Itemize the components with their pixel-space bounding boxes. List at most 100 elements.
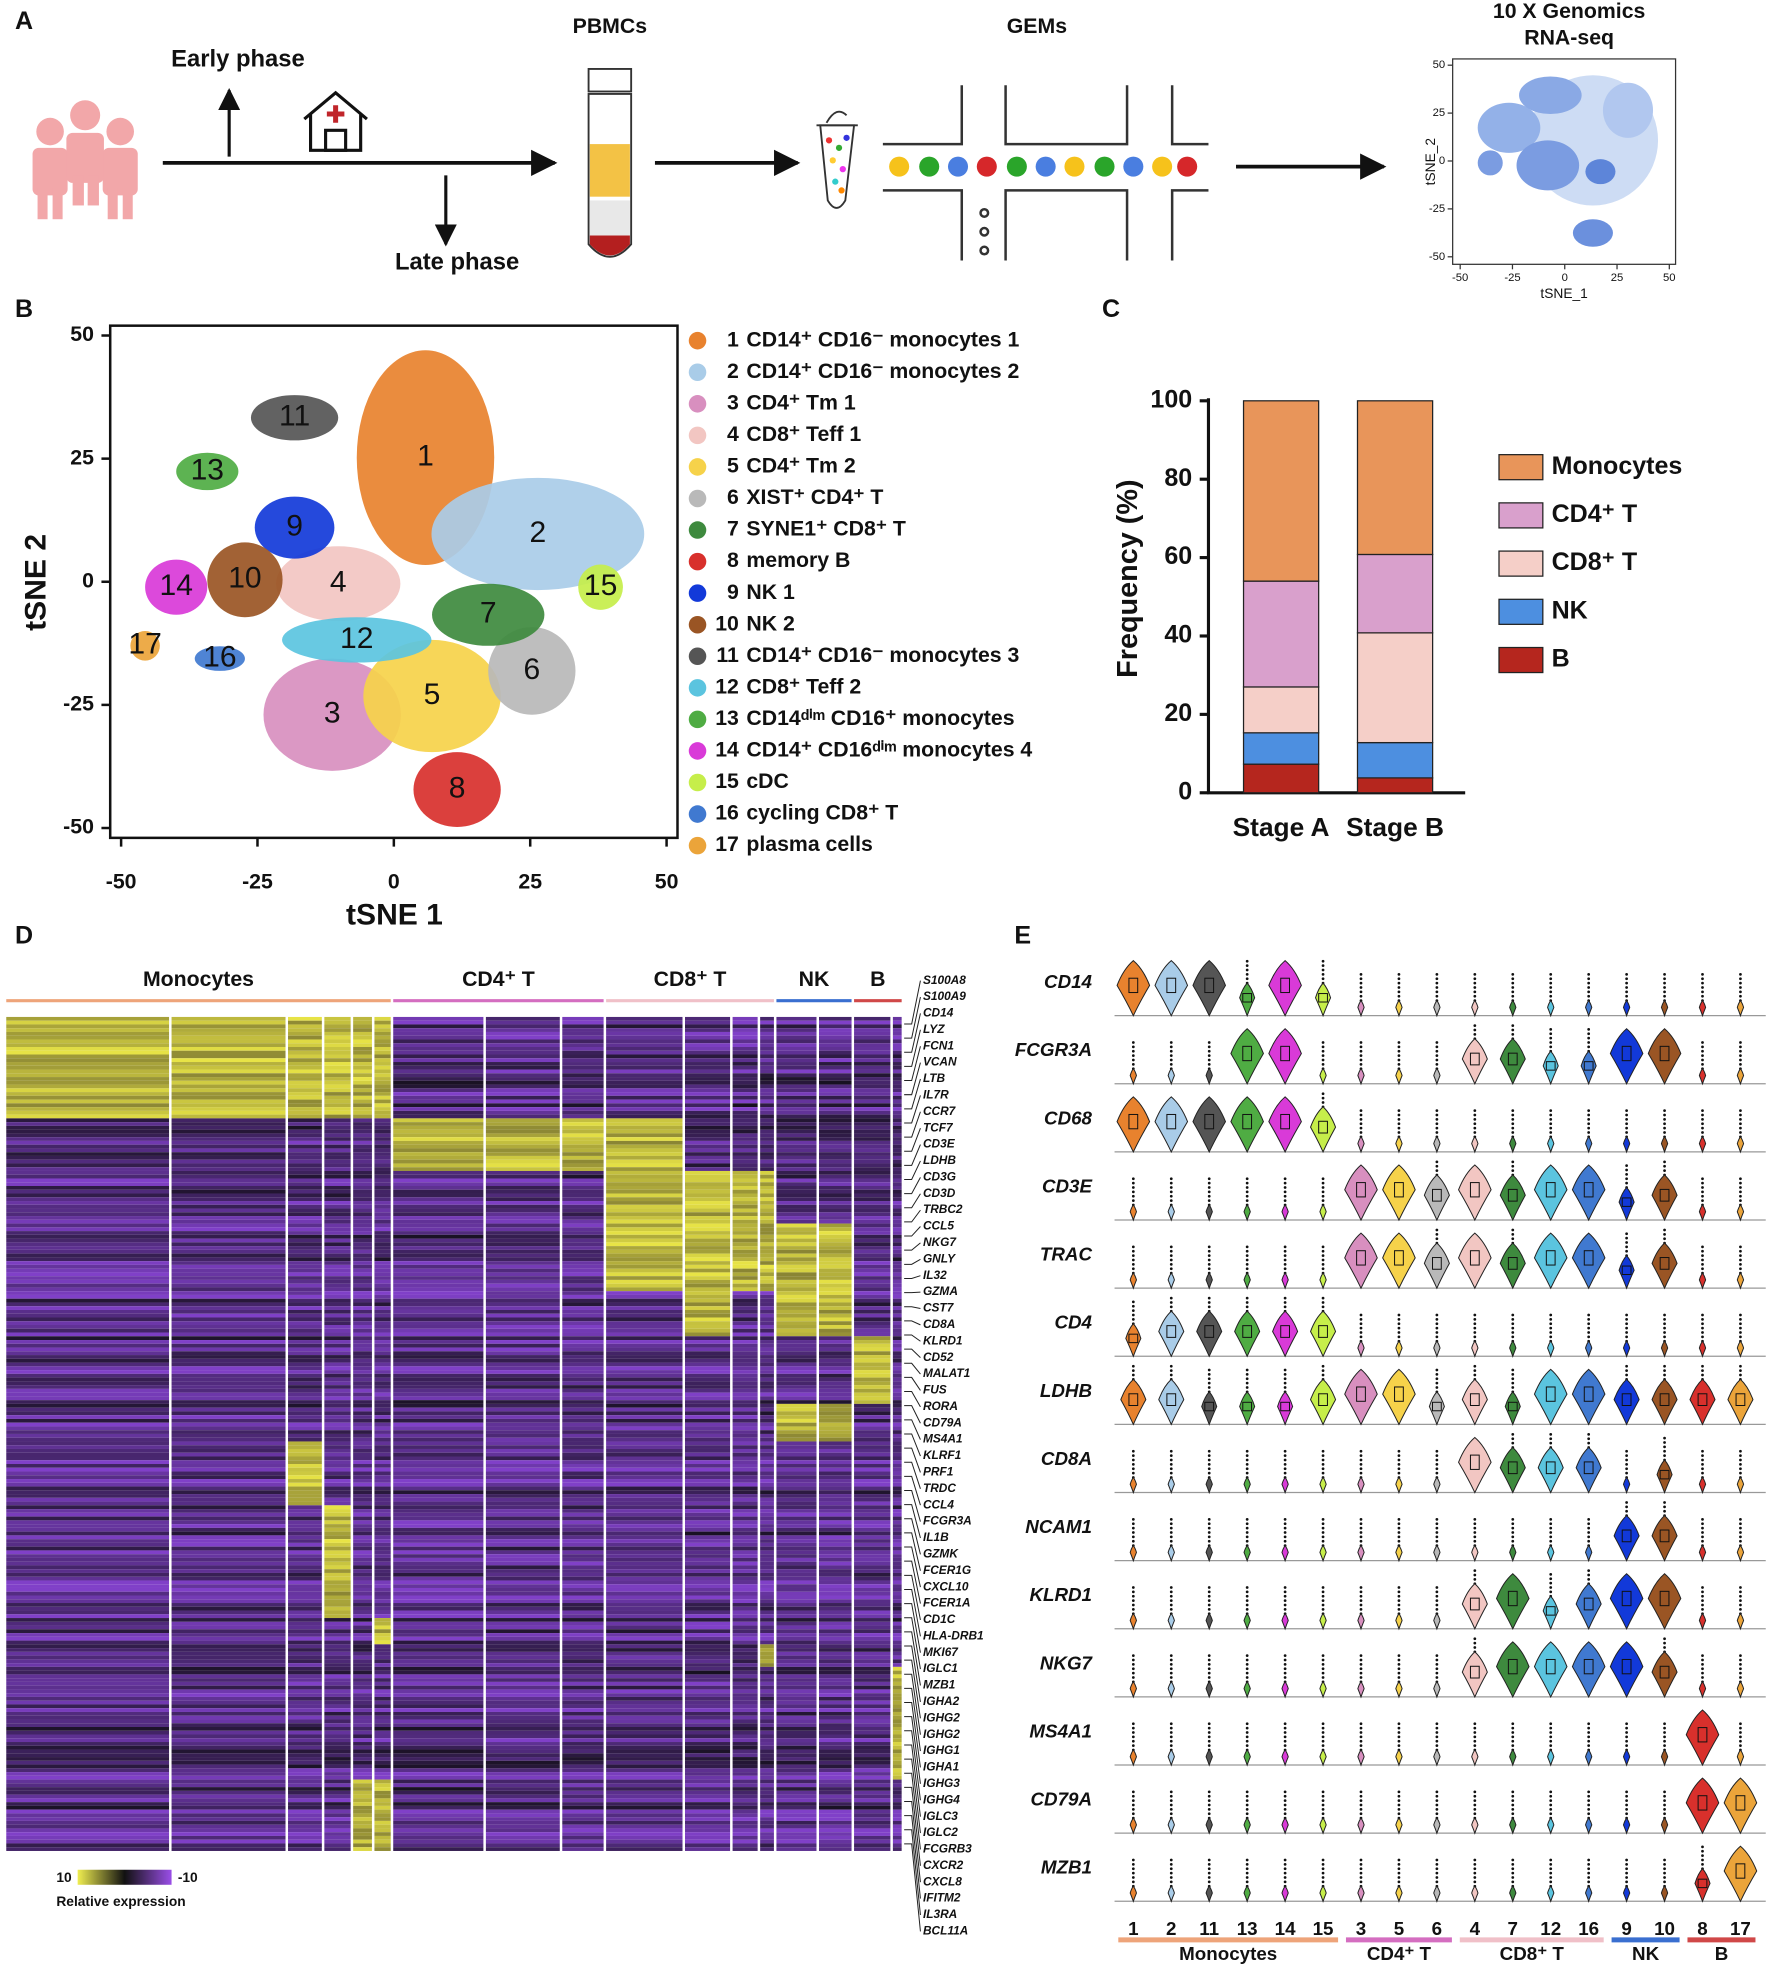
heatmap-cell	[324, 1336, 351, 1341]
heatmap-cell	[171, 1663, 286, 1667]
heatmap-cell	[760, 1362, 774, 1367]
heatmap-cell	[892, 1527, 902, 1532]
heatmap-cell	[732, 1464, 758, 1468]
heatmap-cell	[171, 1054, 286, 1059]
heatmap-cell	[374, 1708, 391, 1712]
group-label: CD8⁺ T	[654, 967, 727, 991]
heatmap-cell	[854, 1231, 891, 1235]
heatmap-cell	[374, 1377, 391, 1382]
heatmap-cell	[485, 1666, 560, 1671]
heatmap-cell	[892, 1441, 902, 1446]
heatmap-cell	[485, 1745, 560, 1750]
heatmap-cell	[892, 1471, 902, 1476]
heatmap-cell	[374, 1546, 391, 1551]
heatmap-cell	[776, 1723, 817, 1727]
violin	[1319, 1817, 1327, 1835]
heatmap-cell	[353, 1392, 372, 1397]
heatmap-cell	[892, 1794, 902, 1799]
heatmap-cell	[171, 1028, 286, 1032]
heatmap-cell	[374, 1693, 391, 1697]
heatmap-cell	[854, 1234, 891, 1239]
heatmap-cell	[819, 1264, 852, 1269]
heatmap-cell	[606, 1711, 683, 1716]
heatmap-cell	[732, 1396, 758, 1401]
heatmap-cell	[760, 1482, 774, 1487]
heatmap-cell	[288, 1065, 322, 1070]
heatmap-cell	[374, 1820, 391, 1825]
heatmap-cell	[485, 1839, 560, 1844]
heatmap-cell	[760, 1396, 774, 1401]
heatmap-cell	[819, 1550, 852, 1555]
heatmap-cell	[324, 1693, 351, 1697]
heatmap-cell	[324, 1246, 351, 1250]
gene-connector	[904, 1588, 921, 1637]
heatmap-cell	[685, 1238, 731, 1243]
heatmap-cell	[6, 1576, 170, 1581]
heatmap-cell	[562, 1418, 604, 1423]
heatmap-cell	[732, 1787, 758, 1791]
heatmap-cell	[324, 1512, 351, 1517]
heatmap-cell	[854, 1204, 891, 1209]
heatmap-cell	[776, 1742, 817, 1746]
heatmap-cell	[324, 1542, 351, 1547]
heatmap-cell	[892, 1670, 902, 1675]
heatmap-cell	[819, 1246, 852, 1250]
heatmap-cell	[393, 1306, 484, 1310]
heatmap-cell	[776, 1479, 817, 1483]
heatmap-cell	[732, 1681, 758, 1686]
heatmap-cell	[171, 1400, 286, 1404]
heatmap-cell	[776, 1738, 817, 1743]
heatmap-cell	[562, 1847, 604, 1851]
violin-box	[1697, 1393, 1708, 1407]
heatmap-cell	[606, 1490, 683, 1495]
heatmap-cell	[393, 1569, 484, 1573]
mini-x-tick-label: -25	[1504, 272, 1520, 284]
heatmap-cell	[892, 1182, 902, 1186]
heatmap-cell	[606, 1648, 683, 1652]
heatmap-cell	[819, 1689, 852, 1694]
heatmap-cell	[606, 1279, 683, 1284]
heatmap-cell	[288, 1809, 322, 1814]
heatmap-cell	[760, 1820, 774, 1825]
heatmap-cell	[562, 1704, 604, 1709]
heatmap-cell	[171, 1099, 286, 1104]
heatmap-cell	[6, 1572, 170, 1577]
violin-box	[1242, 993, 1253, 1003]
heatmap-cell	[353, 1340, 372, 1344]
heatmap-cell	[892, 1062, 902, 1066]
heatmap-cell	[288, 1204, 322, 1209]
violin	[1281, 1885, 1289, 1903]
cluster-tick-label: 2	[1166, 1918, 1176, 1939]
heatmap-cell	[393, 1426, 484, 1431]
heatmap-cell	[819, 1561, 852, 1566]
gene-connector	[904, 1419, 921, 1440]
heatmap-cell	[374, 1107, 391, 1111]
heatmap-cell	[324, 1291, 351, 1295]
heatmap-cell	[374, 1719, 391, 1724]
heatmap-cell	[171, 1527, 286, 1532]
heatmap-cell	[324, 1193, 351, 1198]
heatmap-cell	[854, 1385, 891, 1389]
mini-tsne-clusters	[1477, 75, 1659, 247]
heatmap-cell	[732, 1832, 758, 1836]
heatmap-cell	[485, 1704, 560, 1709]
heatmap-cell	[6, 1208, 170, 1213]
heatmap-cell	[685, 1189, 731, 1194]
heatmap-cell	[485, 1753, 560, 1758]
violin	[1433, 1681, 1441, 1699]
heatmap-cell	[892, 1077, 902, 1081]
violin	[1281, 1817, 1289, 1835]
heatmap-cell	[324, 1313, 351, 1318]
heatmap-cell	[324, 1753, 351, 1758]
violin	[1395, 1613, 1403, 1631]
heatmap-cell	[374, 1137, 391, 1141]
heatmap-cell	[6, 1704, 170, 1709]
heatmap-cell	[393, 1805, 484, 1810]
heatmap-cell	[854, 1058, 891, 1063]
heatmap-cell	[606, 1092, 683, 1096]
heatmap-cell	[353, 1167, 372, 1171]
heatmap-cell	[6, 1024, 170, 1029]
heatmap-cell	[485, 1719, 560, 1724]
heatmap-cell	[485, 1760, 560, 1765]
heatmap-cell	[485, 1107, 560, 1111]
